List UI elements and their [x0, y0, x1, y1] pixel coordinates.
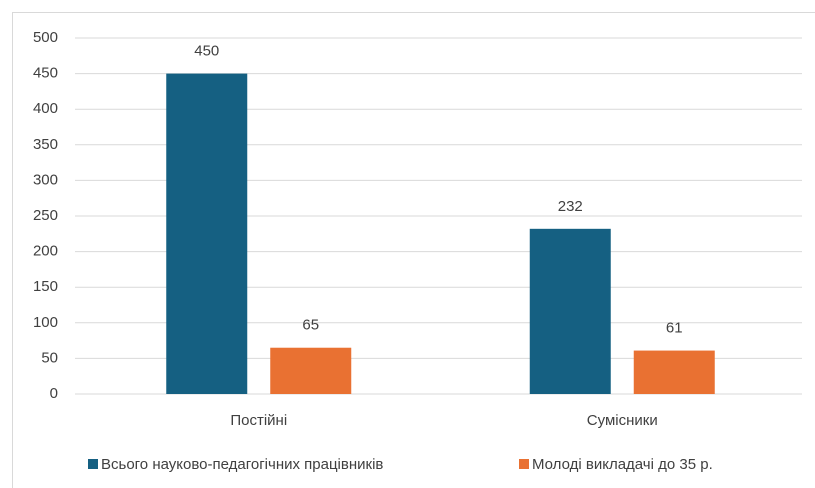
y-tick-label: 100 [33, 314, 58, 331]
bar [633, 350, 715, 394]
data-label: 232 [558, 198, 583, 215]
y-tick-label: 350 [33, 136, 58, 153]
x-tick-label: Сумісники [587, 412, 658, 429]
legend-swatch [519, 459, 529, 469]
y-tick-label: 0 [50, 385, 58, 402]
y-tick-label: 400 [33, 100, 58, 117]
legend-label: Молоді викладачі до 35 р. [532, 456, 713, 473]
y-tick-label: 150 [33, 278, 58, 295]
y-tick-label: 300 [33, 171, 58, 188]
bar [166, 73, 248, 394]
y-tick-label: 450 [33, 65, 58, 82]
data-label: 65 [302, 317, 319, 334]
chart-frame [12, 12, 815, 488]
legend-label: Всього науково-педагогічних працівників [101, 456, 383, 473]
legend-swatch [88, 459, 98, 469]
data-label: 61 [666, 320, 683, 337]
bar [529, 228, 611, 394]
y-tick-label: 200 [33, 243, 58, 260]
bar [270, 347, 352, 394]
y-tick-label: 250 [33, 207, 58, 224]
x-tick-label: Постійні [230, 412, 287, 429]
y-tick-label: 50 [41, 349, 58, 366]
y-tick-label: 500 [33, 29, 58, 46]
data-label: 450 [194, 43, 219, 60]
